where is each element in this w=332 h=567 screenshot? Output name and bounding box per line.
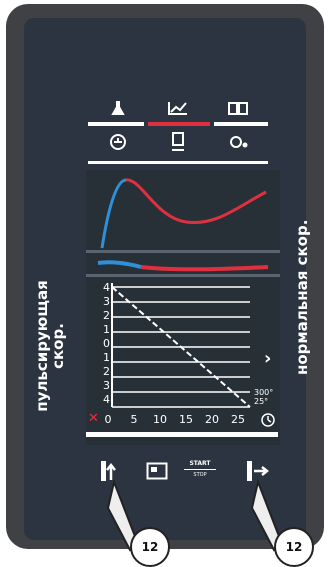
chart-icon	[168, 102, 187, 115]
speed-grid-chart	[111, 283, 251, 408]
y-tick-label: 4	[103, 393, 110, 406]
book-icon	[228, 102, 248, 115]
chevron-right-icon[interactable]: ›	[264, 348, 272, 369]
stop-label: STOP	[193, 472, 207, 478]
chart-menu-button[interactable]	[150, 97, 206, 119]
x-tick-label: 15	[179, 413, 193, 426]
y-tick-label: 1	[103, 351, 110, 364]
chart-bottom-separator	[86, 432, 278, 437]
x-tick-label: 20	[205, 413, 219, 426]
y-tick-label: 4	[103, 281, 110, 294]
y-tick-label: 2	[103, 365, 110, 378]
pressure-dial-icon	[110, 134, 126, 150]
y-tick-label: 2	[103, 309, 110, 322]
temperature-top: 300°	[254, 388, 274, 397]
book-menu-button[interactable]	[210, 97, 266, 119]
forward-pressure-icon[interactable]	[244, 458, 272, 484]
temperature-bottom: 25°	[254, 397, 269, 406]
x-tick-label: 5	[130, 413, 138, 426]
temperature-indicator: 300° 25°	[254, 388, 273, 406]
menu-separator-left	[88, 122, 144, 126]
display-icon[interactable]	[146, 462, 168, 480]
y-tick-label: 0	[103, 337, 110, 350]
flask-icon	[111, 101, 125, 115]
y-tick-label: 3	[103, 379, 110, 392]
timer-icon[interactable]	[260, 412, 276, 428]
export-icon	[172, 132, 184, 151]
close-marker-icon[interactable]: ✕	[88, 411, 99, 426]
callout-number-right: 12	[274, 527, 314, 567]
menu-bottom-separator	[88, 161, 268, 164]
x-tick-label: 10	[153, 413, 167, 426]
menu-separator-right	[214, 122, 268, 126]
y-tick-label: 1	[103, 323, 110, 336]
pressure-profile-curve	[86, 178, 280, 253]
x-tick-label: 25	[231, 413, 245, 426]
pressure-dial-menu-button[interactable]	[90, 131, 146, 153]
settings-menu-button[interactable]	[210, 131, 266, 153]
settings-icon	[230, 136, 248, 148]
pressure-up-icon[interactable]	[98, 458, 124, 484]
callout-number-left: 12	[130, 527, 170, 567]
series-line	[111, 286, 251, 408]
start-stop-button[interactable]: START STOP	[180, 460, 220, 478]
flask-menu-button[interactable]	[90, 97, 146, 119]
menu-bar	[88, 95, 268, 167]
start-label: START	[189, 460, 211, 467]
flow-profile-bar	[86, 260, 280, 277]
y-tick-label: 3	[103, 295, 110, 308]
x-tick-label: 0	[104, 413, 112, 426]
export-menu-button[interactable]	[150, 131, 206, 153]
plot-area	[86, 170, 280, 452]
menu-separator-active	[148, 122, 210, 126]
